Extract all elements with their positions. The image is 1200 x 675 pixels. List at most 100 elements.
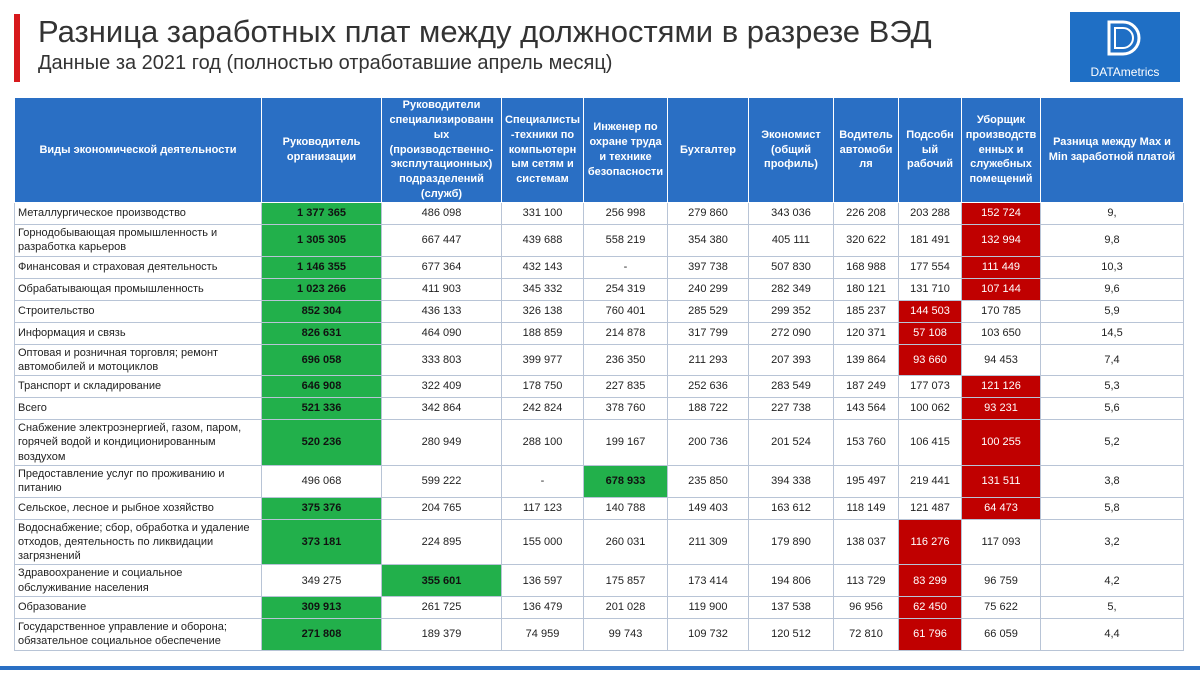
- row-label: Образование: [14, 596, 262, 620]
- cell: 299 352: [748, 299, 834, 323]
- cell: 411 903: [381, 277, 502, 301]
- cell: 64 473: [961, 496, 1041, 520]
- table-row: Снабжение электроэнергией, газом, паром,…: [14, 419, 1184, 466]
- cell: 283 549: [748, 375, 834, 399]
- title: Разница заработных плат между должностям…: [38, 14, 932, 49]
- cell: 496 068: [261, 464, 382, 498]
- cell: 397 738: [667, 255, 749, 279]
- cell: 4,2: [1040, 564, 1184, 598]
- cell: 333 803: [381, 343, 502, 377]
- cell: 1 023 266: [261, 277, 382, 301]
- cell: 226 208: [833, 201, 899, 225]
- cell: 436 133: [381, 299, 502, 323]
- cell: 177 073: [898, 375, 962, 399]
- cell: 486 098: [381, 201, 502, 225]
- table-row: Транспорт и складирование 646 908 322 409 1…: [14, 375, 1184, 399]
- cell: 520 236: [261, 419, 382, 466]
- cell: 132 994: [961, 223, 1041, 257]
- cell: 109 732: [667, 618, 749, 651]
- cell: 168 988: [833, 255, 899, 279]
- cell: 143 564: [833, 397, 899, 421]
- column-header: Руководитель организации: [261, 97, 382, 203]
- table-row: Металлургическое производство 1 377 365 48…: [14, 201, 1184, 225]
- cell: 107 144: [961, 277, 1041, 301]
- cell: 139 864: [833, 343, 899, 377]
- cell: 201 028: [583, 596, 668, 620]
- cell: 200 736: [667, 419, 749, 466]
- cell: 173 414: [667, 564, 749, 598]
- cell: 214 878: [583, 321, 668, 345]
- cell: 195 497: [833, 464, 899, 498]
- cell: 375 376: [261, 496, 382, 520]
- cell: 66 059: [961, 618, 1041, 651]
- cell: 288 100: [501, 419, 584, 466]
- cell: 331 100: [501, 201, 584, 225]
- cell: 4,4: [1040, 618, 1184, 651]
- cell: 121 126: [961, 375, 1041, 399]
- cell: 137 538: [748, 596, 834, 620]
- cell: 100 255: [961, 419, 1041, 466]
- cell: 103 650: [961, 321, 1041, 345]
- cell: 136 479: [501, 596, 584, 620]
- cell: 439 688: [501, 223, 584, 257]
- cell: 155 000: [501, 518, 584, 566]
- cell: 117 093: [961, 518, 1041, 566]
- cell: 153 760: [833, 419, 899, 466]
- row-label: Водоснабжение; сбор, обработка и удалени…: [14, 518, 262, 566]
- cell: 96 759: [961, 564, 1041, 598]
- cell: 119 900: [667, 596, 749, 620]
- table-row: Строительство 852 304 436 133 326 138 760 40…: [14, 299, 1184, 323]
- cell: 116 276: [898, 518, 962, 566]
- cell: 343 036: [748, 201, 834, 225]
- cell: 199 167: [583, 419, 668, 466]
- cell: 138 037: [833, 518, 899, 566]
- cell: 106 415: [898, 419, 962, 466]
- cell: 667 447: [381, 223, 502, 257]
- cell: 185 237: [833, 299, 899, 323]
- cell: 94 453: [961, 343, 1041, 377]
- cell: 236 350: [583, 343, 668, 377]
- cell: 394 338: [748, 464, 834, 498]
- cell: 201 524: [748, 419, 834, 466]
- cell: 282 349: [748, 277, 834, 301]
- cell: 677 364: [381, 255, 502, 279]
- cell: 272 090: [748, 321, 834, 345]
- column-header: Виды экономической деятельности: [14, 97, 262, 203]
- cell: 378 760: [583, 397, 668, 421]
- cell: 317 799: [667, 321, 749, 345]
- cell: 93 660: [898, 343, 962, 377]
- cell: 14,5: [1040, 321, 1184, 345]
- cell: 203 288: [898, 201, 962, 225]
- logo: DATAmetrics: [1070, 12, 1180, 82]
- cell: 179 890: [748, 518, 834, 566]
- cell: 260 031: [583, 518, 668, 566]
- cell: 219 441: [898, 464, 962, 498]
- cell: 355 601: [381, 564, 502, 598]
- cell: 852 304: [261, 299, 382, 323]
- table-row: Государственное управление и оборона; об…: [14, 618, 1184, 651]
- cell: 1 377 365: [261, 201, 382, 225]
- cell: 826 631: [261, 321, 382, 345]
- cell: 74 959: [501, 618, 584, 651]
- cell: 140 788: [583, 496, 668, 520]
- row-label: Финансовая и страховая деятельность: [14, 255, 262, 279]
- cell: 131 710: [898, 277, 962, 301]
- cell: 227 835: [583, 375, 668, 399]
- cell: 326 138: [501, 299, 584, 323]
- cell: 131 511: [961, 464, 1041, 498]
- cell: 121 487: [898, 496, 962, 520]
- cell: 181 491: [898, 223, 962, 257]
- cell: -: [583, 255, 668, 279]
- cell: 72 810: [833, 618, 899, 651]
- table: Виды экономической деятельности Руководит…: [14, 97, 1184, 651]
- cell: 646 908: [261, 375, 382, 399]
- cell: 279 860: [667, 201, 749, 225]
- cell: 432 143: [501, 255, 584, 279]
- cell: 170 785: [961, 299, 1041, 323]
- cell: 5,9: [1040, 299, 1184, 323]
- cell: 507 830: [748, 255, 834, 279]
- row-label: Здравоохранение и социальное обслуживани…: [14, 564, 262, 598]
- cell: 10,3: [1040, 255, 1184, 279]
- cell: 118 149: [833, 496, 899, 520]
- column-header: Подсобный рабочий: [898, 97, 962, 203]
